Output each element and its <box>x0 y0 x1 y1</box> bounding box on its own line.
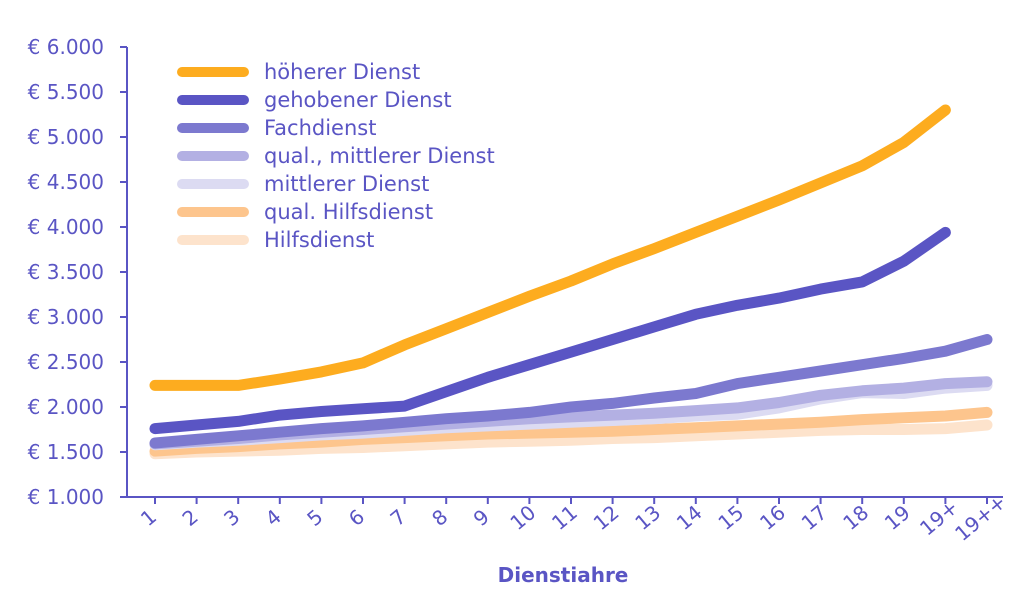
legend: höherer Dienst gehobener Dienst Fachdienst… <box>177 60 495 252</box>
y-tick-label: € 1.000 <box>28 485 104 509</box>
y-tick-label: € 4.000 <box>28 215 104 239</box>
x-tick-label: 5 <box>302 504 327 531</box>
x-tick-label: 6 <box>344 504 369 531</box>
legend-label: höherer Dienst <box>264 60 420 84</box>
y-tick-label: € 6.000 <box>28 35 104 59</box>
legend-label: qual. Hilfsdienst <box>264 200 433 224</box>
x-tick-label: 12 <box>589 500 624 535</box>
x-axis-title: Dienstiahre <box>498 563 629 587</box>
series-line <box>149 226 951 435</box>
x-tick-label: 18 <box>838 500 873 535</box>
x-tick-label: 3 <box>219 504 244 531</box>
x-tick-label: 4 <box>261 504 286 531</box>
y-tick-label: € 1.500 <box>28 440 104 464</box>
legend-label: mittlerer Dienst <box>264 172 429 196</box>
x-tick-label: 7 <box>386 504 411 531</box>
legend-label: qual., mittlerer Dienst <box>264 144 495 168</box>
y-tick-label: € 3.000 <box>28 305 104 329</box>
x-tick-label: 17 <box>797 500 832 535</box>
x-tick-label: 16 <box>755 500 790 535</box>
series-line <box>149 419 993 460</box>
y-tick-label: € 5.000 <box>28 125 104 149</box>
x-tick-label: 10 <box>505 500 540 535</box>
legend-label: Fachdienst <box>264 116 376 140</box>
x-tick-label: 1 <box>136 504 161 531</box>
series-line <box>149 406 993 457</box>
legend-label: gehobener Dienst <box>264 88 452 112</box>
x-tick-label: 2 <box>178 504 203 531</box>
x-axis: 1 2 3 4 5 6 7 8 9 10 11 12 13 14 15 16 17 18 19 19+19++ <box>127 489 1011 546</box>
legend-label: Hilfsdienst <box>264 228 374 252</box>
x-tick-label: 9 <box>469 504 494 531</box>
y-tick-label: € 4.500 <box>28 170 104 194</box>
x-tick-label: 19 <box>880 500 915 535</box>
x-tick-label: 15 <box>713 500 748 535</box>
x-tick-label: 14 <box>672 500 707 535</box>
y-tick-label: € 2.000 <box>28 395 104 419</box>
y-tick-label: € 3.500 <box>28 260 104 284</box>
y-tick-label: € 5.500 <box>28 80 104 104</box>
series-line <box>149 334 993 449</box>
y-axis: € 1.000 € 1.500 € 2.000 € 2.500 € 3.000 € 3.5… <box>28 35 128 509</box>
x-tick-label: 8 <box>427 504 452 531</box>
x-tick-label: 13 <box>630 500 665 535</box>
x-tick-label: 11 <box>547 500 582 535</box>
series-layer <box>149 104 993 460</box>
series-line <box>149 104 951 391</box>
y-tick-label: € 2.500 <box>28 350 104 374</box>
